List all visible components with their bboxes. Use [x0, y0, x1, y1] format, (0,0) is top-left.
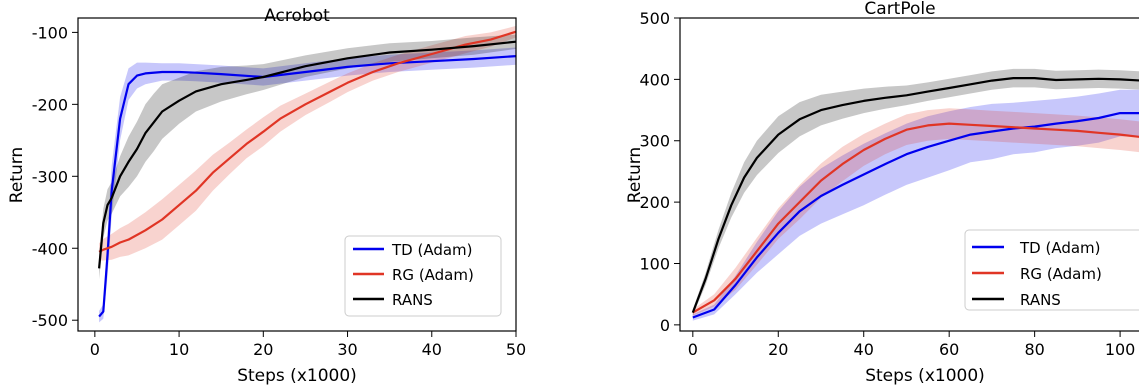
x-tick-label: 50: [506, 340, 526, 359]
line-td-adam: [692, 111, 1139, 319]
line-rans: [98, 40, 516, 269]
x-tick-label: 60: [939, 340, 959, 359]
x-axis-label: Steps (x1000): [237, 366, 357, 386]
plot-frame: [77, 17, 517, 332]
y-tick-label: 200: [639, 193, 670, 212]
legend: TD (Adam) RG (Adam) RANS: [964, 229, 1139, 311]
legend-label-rans: RANS: [1020, 291, 1061, 309]
x-tick-label: 80: [1024, 340, 1044, 359]
band-rans: [692, 68, 1139, 316]
x-tick-label: 40: [422, 340, 442, 359]
legend: TD (Adam) RG (Adam) RANS: [344, 235, 502, 317]
chart-title: Acrobot: [264, 6, 330, 26]
series-lines: [691, 76, 1139, 319]
x-tick-label: 20: [768, 340, 788, 359]
x-tick-label: 0: [688, 340, 698, 359]
x-tick-label: 0: [90, 340, 100, 359]
series-lines: [98, 30, 516, 318]
band-rans: [99, 34, 516, 280]
legend-label-rg: RG (Adam): [392, 266, 474, 284]
y-axis-label: Return: [625, 147, 645, 203]
x-tick-label: 20: [253, 340, 273, 359]
x-tick-label: 100: [1105, 340, 1136, 359]
chart-cartpole: CartPole Return Steps (x1000) 0 20 40 60 80 1…: [625, 0, 1139, 386]
y-tick-label: 300: [639, 132, 670, 151]
x-tick-label: 30: [337, 340, 357, 359]
y-tick-label: 500: [639, 9, 670, 28]
x-axis-label: Steps (x1000): [865, 366, 985, 386]
axis-ticks: 0 20 40 60 80 100 0 100 200 300 400 500: [639, 9, 1135, 359]
y-tick-label: 100: [639, 254, 670, 273]
x-tick-label: 40: [854, 340, 874, 359]
y-axis-label: Return: [7, 147, 27, 203]
legend-label-td: TD (Adam): [391, 241, 473, 259]
y-tick-label: -500: [32, 311, 68, 330]
legend-label-td: TD (Adam): [1019, 239, 1101, 257]
plot-frame: [679, 17, 1139, 332]
line-rg-adam: [692, 122, 1139, 314]
line-rg-adam: [98, 30, 516, 253]
legend-label-rg: RG (Adam): [1020, 265, 1102, 283]
y-tick-label: -400: [32, 239, 68, 258]
line-rans: [691, 76, 1139, 313]
confidence-bands: [692, 68, 1139, 321]
axis-ticks: 0 10 20 30 40 50 -500 -400 -300 -200 -100: [32, 23, 526, 359]
x-tick-label: 10: [169, 340, 189, 359]
y-tick-label: -100: [32, 23, 68, 42]
y-tick-label: 0: [660, 316, 670, 335]
band-rg-adam: [99, 25, 516, 261]
legend-box: [964, 229, 1139, 311]
band-rg-adam: [692, 108, 1139, 316]
chart-acrobot: Acrobot Return Steps (x1000) 0 10 20 30 40 50…: [7, 6, 526, 386]
y-tick-label: -300: [32, 167, 68, 186]
y-tick-label: -200: [32, 95, 68, 114]
y-tick-label: 400: [639, 70, 670, 89]
chart-title: CartPole: [864, 0, 935, 19]
band-td-adam: [692, 89, 1139, 321]
legend-box: [344, 235, 502, 317]
line-td-adam: [98, 55, 516, 318]
legend-label-rans: RANS: [392, 291, 433, 309]
